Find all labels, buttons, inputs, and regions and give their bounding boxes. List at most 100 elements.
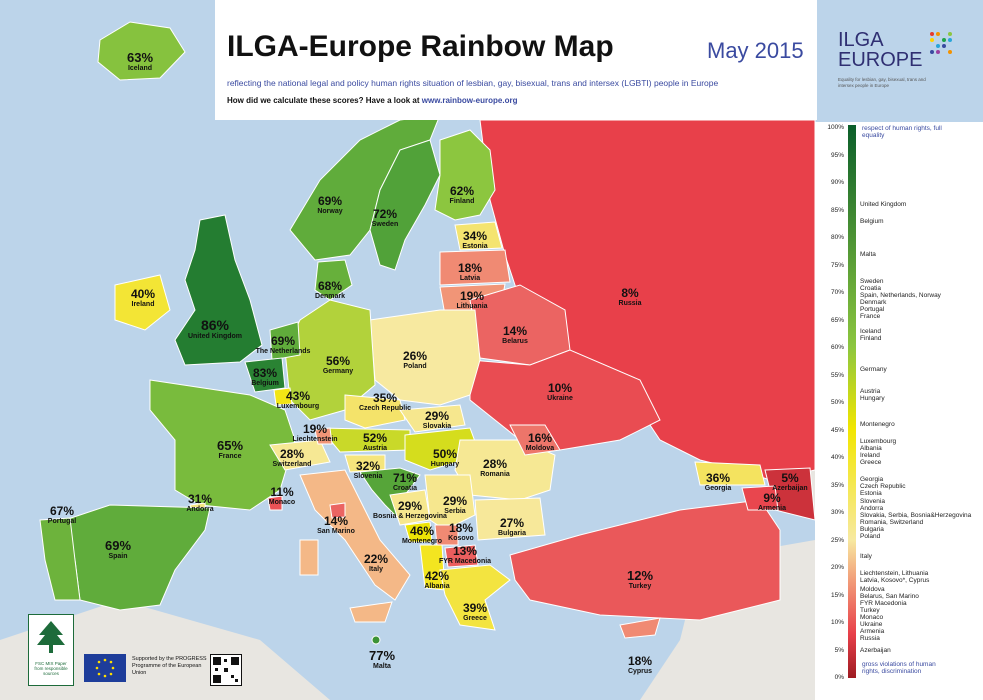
label-denmark-pct: 68%: [318, 279, 342, 293]
country-netherlands[interactable]: [269, 321, 301, 361]
label-bosnia-pct: 29%: [398, 499, 422, 513]
country-latvia[interactable]: [439, 249, 511, 286]
label-luxembourg-pct: 43%: [286, 389, 310, 403]
label-romania-pct: 28%: [483, 457, 507, 471]
country-montenegro[interactable]: [404, 521, 433, 543]
legend-tick: 10%: [830, 619, 844, 626]
country-liechtenstein[interactable]: [314, 427, 333, 445]
country-italy-sardinia[interactable]: [299, 539, 319, 576]
label-poland-name: Poland: [403, 363, 426, 370]
label-serbia-name: Serbia: [444, 508, 466, 515]
country-serbia[interactable]: [424, 474, 476, 531]
label-ukraine-pct: 10%: [548, 381, 572, 395]
label-armenia-pct: 9%: [763, 491, 781, 505]
country-moldova[interactable]: [509, 424, 561, 456]
country-slovakia[interactable]: [399, 404, 466, 433]
country-georgia[interactable]: [694, 461, 766, 486]
legend-tick: 20%: [830, 564, 844, 571]
label-ireland-name: Ireland: [132, 301, 155, 308]
label-germany-name: Germany: [323, 368, 353, 375]
label-latvia-pct: 18%: [458, 261, 482, 275]
country-italy[interactable]: [299, 469, 411, 601]
country-malta[interactable]: [371, 635, 381, 645]
eu-flag-icon: [84, 654, 126, 682]
legend-tick: 55%: [830, 371, 844, 379]
country-italy-sicily[interactable]: [349, 601, 393, 623]
logo-dot: [948, 38, 952, 42]
legend-group: Moldova Belarus, San Marino FYR Macedonia T…: [860, 586, 919, 642]
country-czech[interactable]: [344, 394, 406, 429]
map-subtitle: reflecting the national legal and policy…: [227, 78, 719, 88]
country-poland[interactable]: [369, 309, 481, 406]
country-bulgaria[interactable]: [474, 497, 546, 541]
label-spain-pct: 69%: [105, 538, 131, 553]
howto-text: How did we calculate these scores? Have …: [227, 96, 420, 105]
label-austria-name: Austria: [363, 445, 387, 452]
label-switzerland-name: Switzerland: [273, 461, 312, 468]
country-cyprus[interactable]: [619, 617, 661, 639]
logo-dot: [948, 50, 952, 54]
country-uk[interactable]: [174, 214, 263, 366]
legend-country-line: Austria: [860, 388, 881, 395]
legend-country-line: Croatia: [860, 285, 881, 292]
legend-tick: 85%: [830, 206, 844, 214]
legend-country-line: Finland: [860, 334, 882, 342]
label-kosovo-pct: 18%: [449, 521, 473, 535]
country-france[interactable]: [149, 379, 296, 511]
label-poland-pct: 26%: [403, 349, 427, 363]
legend-group: Italy: [860, 553, 872, 560]
label-bulgaria-name: Bulgaria: [498, 530, 526, 537]
label-georgia-pct: 36%: [706, 471, 730, 485]
legend-tick: 45%: [830, 426, 844, 434]
country-sanmarino[interactable]: [329, 502, 346, 519]
country-portugal[interactable]: [39, 517, 81, 601]
country-belgium[interactable]: [244, 357, 286, 393]
label-andorra-pct: 31%: [188, 492, 212, 506]
label-slovakia-pct: 29%: [425, 409, 449, 423]
legend-panel: [815, 122, 983, 700]
country-fyrmacedonia[interactable]: [444, 544, 479, 568]
logo-dot: [936, 44, 940, 48]
country-finland[interactable]: [434, 129, 496, 221]
country-turkey[interactable]: [509, 499, 781, 621]
country-luxembourg[interactable]: [273, 387, 293, 406]
label-france-name: France: [219, 453, 242, 460]
country-greece[interactable]: [439, 564, 511, 631]
country-armenia[interactable]: [741, 485, 779, 511]
legend-country-line: Iceland: [860, 327, 881, 335]
legend-country-line: Denmark: [860, 299, 887, 306]
logo-dot: [930, 32, 934, 36]
country-switzerland[interactable]: [269, 439, 331, 471]
country-spain[interactable]: [64, 504, 211, 611]
label-belgium-pct: 83%: [253, 366, 277, 380]
country-ireland[interactable]: [114, 274, 171, 331]
header-panel: ILGA-Europe Rainbow Map May 2015 reflect…: [215, 0, 817, 120]
label-finland-name: Finland: [450, 198, 475, 205]
legend-country-line: Georgia: [860, 476, 884, 483]
country-sweden[interactable]: [369, 139, 441, 271]
label-bosnia-name: Bosnia & Herzegovina: [373, 513, 447, 520]
logo-dot: [942, 38, 946, 42]
country-iceland[interactable]: [97, 21, 186, 81]
country-kosovo[interactable]: [434, 524, 459, 546]
logo-line2: EUROPE: [838, 49, 923, 71]
country-estonia[interactable]: [454, 221, 503, 251]
legend-tick: 40%: [830, 454, 844, 461]
legend-country-line: Greece: [860, 458, 882, 466]
legend-country-line: Germany: [860, 366, 887, 373]
howto-link[interactable]: www.rainbow-europe.org: [421, 96, 518, 105]
label-italy-name: Italy: [369, 566, 383, 573]
fsc-text: FSC MIX Paper from responsible sources: [34, 661, 68, 676]
logo-dot: [942, 44, 946, 48]
legend-top-note: respect of human rights, full equality: [862, 125, 942, 139]
qr-code-icon[interactable]: [210, 654, 242, 686]
label-estonia-pct: 34%: [463, 229, 487, 243]
legend-tick: 25%: [830, 536, 844, 544]
country-denmark[interactable]: [314, 259, 353, 301]
legend-country-line: Moldova: [860, 586, 885, 593]
logo-dot: [936, 50, 940, 54]
country-monaco[interactable]: [267, 495, 283, 511]
legend-country-line: Portugal: [860, 306, 885, 313]
